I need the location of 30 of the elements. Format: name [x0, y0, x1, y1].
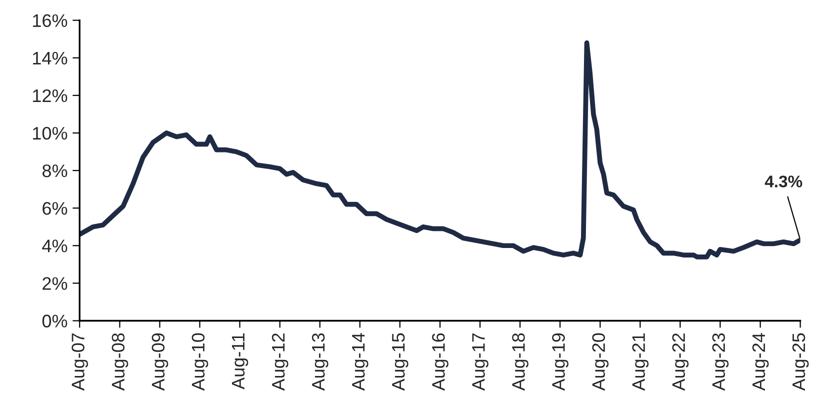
- y-tick-label: 0%: [42, 314, 68, 328]
- x-tick-label: Aug-17: [472, 333, 488, 391]
- y-tick-label: 2%: [42, 277, 68, 290]
- x-tick-label: Aug-24: [752, 333, 769, 391]
- y-tick-label: 14%: [33, 52, 68, 65]
- x-tick-label: Aug-23: [712, 333, 729, 391]
- x-tick-label: Aug-16: [432, 333, 448, 391]
- y-tick-label: 12%: [33, 89, 68, 102]
- line-series: [80, 40, 800, 260]
- x-tick-label: Aug-14: [352, 333, 368, 391]
- x-tick-label: Aug-13: [312, 333, 328, 391]
- annotation: 4.3%: [764, 176, 802, 188]
- x-tick-label: Aug-12: [272, 333, 288, 391]
- x-tick-label: Aug-20: [592, 333, 609, 391]
- x-tick-label: Aug-15: [392, 333, 408, 391]
- x-tick-label: Aug-09: [152, 333, 168, 391]
- x-tick-label: Aug-08: [112, 333, 128, 391]
- y-tick-label: 16%: [33, 14, 68, 28]
- x-tick-label: Aug-07: [72, 333, 88, 391]
- x-tick-label: Aug-19: [552, 333, 568, 391]
- x-tick-label: Aug-11: [232, 333, 248, 390]
- y-tick-label: 10%: [33, 126, 68, 140]
- x-tick-label: Aug-22: [672, 333, 689, 391]
- x-tick-label: Aug-21: [632, 333, 649, 391]
- x-tick-label: Aug-25: [792, 333, 809, 391]
- y-tick-label: 6%: [42, 202, 68, 215]
- x-tick-label: Aug-10: [192, 333, 208, 391]
- x-tick-label: Aug-18: [512, 333, 528, 391]
- y-tick-label: 4%: [42, 240, 68, 252]
- y-tick-label: 8%: [42, 164, 68, 178]
